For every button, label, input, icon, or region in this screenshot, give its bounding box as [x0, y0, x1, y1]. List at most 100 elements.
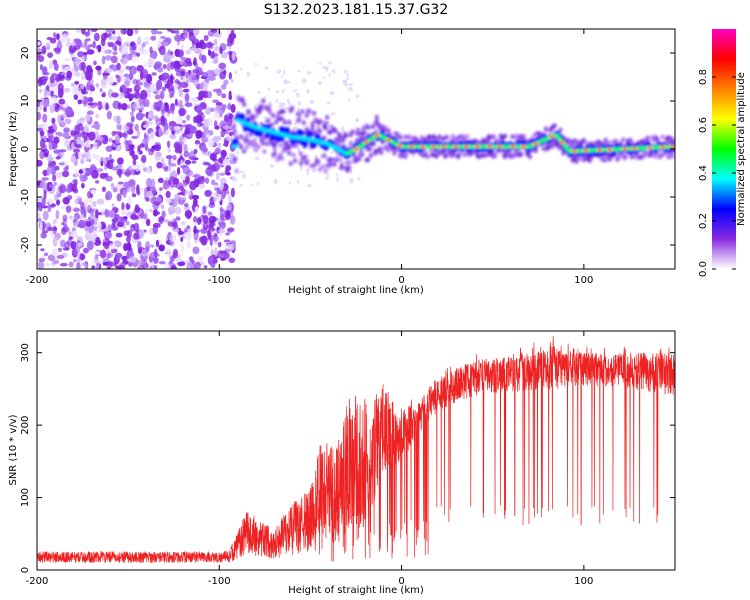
noise-blob — [131, 102, 140, 110]
noise-blob — [96, 168, 104, 172]
noise-blob — [156, 161, 163, 169]
signal-halo — [317, 166, 323, 172]
noise-blob — [355, 94, 360, 98]
noise-blob — [209, 255, 215, 261]
noise-blob — [88, 91, 93, 95]
noise-blob — [84, 197, 89, 208]
noise-blob — [86, 240, 94, 251]
noise-blob — [121, 102, 128, 111]
signal-hotspot — [464, 145, 469, 148]
noise-blob — [68, 230, 72, 236]
noise-blob — [170, 30, 177, 34]
noise-blob — [174, 206, 182, 215]
noise-blob — [86, 132, 91, 137]
signal-halo — [653, 154, 658, 160]
noise-blob — [139, 228, 145, 239]
noise-blob — [354, 117, 360, 123]
noise-blob — [101, 55, 106, 65]
noise-blob — [180, 221, 187, 226]
noise-blob — [53, 47, 61, 53]
noise-blob — [45, 42, 51, 50]
noise-blob — [91, 125, 98, 129]
noise-blob — [203, 35, 209, 42]
signal-halo — [621, 137, 626, 143]
noise-blob — [146, 89, 151, 98]
noise-blob — [157, 67, 164, 73]
noise-blob — [192, 61, 197, 65]
noise-blob — [183, 33, 188, 39]
noise-blob — [81, 131, 89, 139]
noise-blob — [107, 159, 114, 170]
noise-blob — [178, 87, 183, 98]
noise-blob — [170, 92, 174, 98]
noise-blob — [236, 151, 239, 155]
noise-blob — [188, 151, 196, 161]
signal-hotspot — [398, 144, 403, 147]
signal-halo — [310, 121, 315, 127]
noise-blob — [91, 258, 99, 264]
noise-blob — [281, 102, 286, 107]
noise-blob — [139, 49, 148, 55]
noise-blob — [142, 213, 148, 220]
noise-blob — [234, 69, 238, 75]
noise-blob — [172, 154, 177, 160]
noise-blob — [228, 257, 236, 263]
noise-blob — [188, 35, 197, 41]
noise-blob — [124, 244, 133, 251]
noise-blob — [74, 198, 79, 205]
noise-blob — [199, 122, 204, 127]
noise-blob — [165, 154, 173, 160]
noise-blob — [348, 83, 354, 86]
noise-blob — [183, 60, 189, 68]
noise-blob — [146, 166, 152, 174]
noise-blob — [178, 107, 186, 117]
noise-blob — [43, 106, 47, 113]
noise-blob — [225, 232, 231, 236]
noise-blob — [295, 92, 300, 98]
signal-halo — [288, 160, 293, 166]
noise-blob — [149, 131, 155, 141]
noise-blob — [104, 55, 113, 61]
signal-halo — [323, 120, 328, 126]
noise-blob — [42, 210, 49, 221]
signal-halo — [266, 117, 272, 123]
noise-blob — [176, 167, 181, 175]
signal-halo — [367, 146, 372, 152]
noise-blob — [213, 38, 218, 46]
noise-blob — [42, 144, 48, 153]
noise-blob — [42, 121, 48, 132]
noise-blob — [61, 64, 66, 70]
noise-blob — [211, 217, 219, 222]
noise-blob — [137, 247, 143, 255]
signal-halo — [298, 160, 304, 166]
noise-blob — [51, 117, 56, 124]
snr-y-ticks: 0 100 200 300 — [20, 343, 675, 573]
noise-blob — [257, 90, 261, 95]
noise-blob — [37, 127, 44, 132]
noise-blob — [169, 134, 177, 140]
noise-blob — [74, 169, 79, 178]
noise-blob — [174, 34, 182, 42]
noise-blob — [116, 157, 124, 165]
noise-blob — [293, 125, 298, 130]
noise-blob — [134, 29, 139, 35]
noise-blob — [229, 210, 234, 214]
noise-blob — [178, 99, 183, 109]
noise-blob — [301, 77, 307, 84]
noise-blob — [90, 29, 98, 33]
noise-blob — [101, 186, 106, 193]
signal-halo — [317, 128, 323, 134]
noise-blob — [38, 257, 46, 263]
noise-blob — [85, 220, 92, 227]
signal-hotspot — [572, 150, 577, 153]
noise-blob — [158, 216, 164, 224]
noise-blob — [306, 71, 312, 75]
noise-blob — [171, 130, 175, 135]
signal-halo — [355, 127, 361, 133]
noise-blob — [52, 218, 57, 225]
signal-halo — [346, 160, 352, 166]
noise-blob — [130, 184, 136, 194]
noise-blob — [177, 158, 181, 166]
noise-blob — [165, 190, 171, 199]
noise-blob — [70, 130, 77, 136]
